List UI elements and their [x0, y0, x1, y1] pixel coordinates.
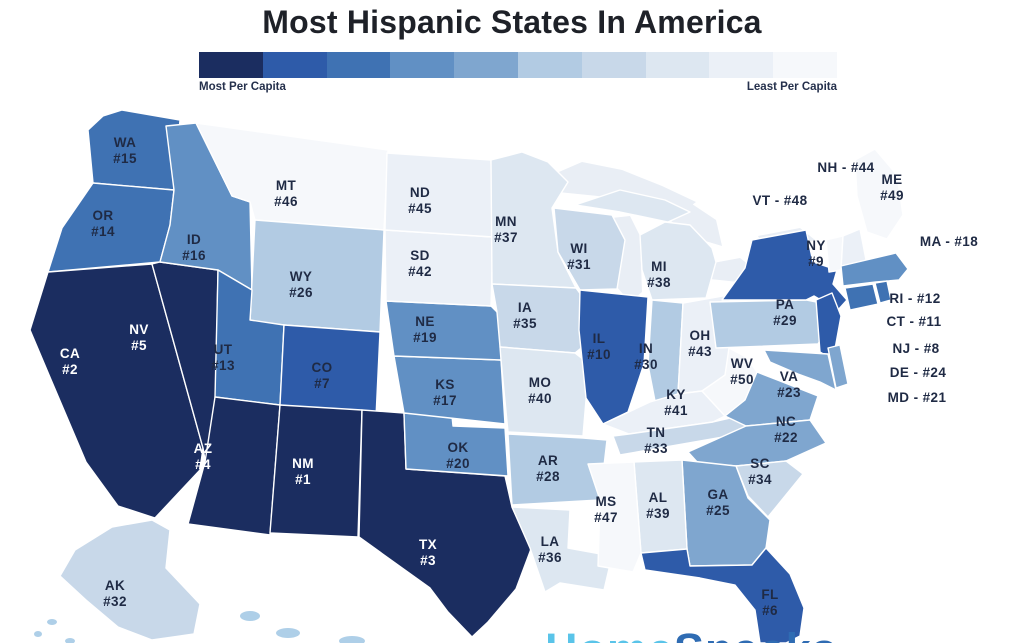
- state-shape-ma: [840, 252, 909, 287]
- legend-swatch: [773, 52, 837, 78]
- state-shape-nm: [269, 404, 363, 538]
- legend-swatch: [581, 52, 646, 78]
- callout-label: NJ - #8: [892, 341, 939, 356]
- callout-label: NH - #44: [817, 160, 874, 175]
- state-label-ky: KY #41: [664, 387, 688, 418]
- state-label-ok: OK #20: [446, 440, 470, 471]
- state-label-tx: TX #3: [419, 537, 437, 568]
- state-label-nd: ND #45: [408, 185, 432, 216]
- state-label-va: VA #23: [777, 369, 801, 400]
- page-title: Most Hispanic States In America: [262, 4, 762, 40]
- state-shape-wi: [553, 207, 626, 291]
- callout-label: MD - #21: [888, 390, 947, 405]
- state-label-la: LA #36: [538, 534, 562, 565]
- state-shape-ri: [874, 280, 892, 304]
- island-shape: [47, 619, 57, 625]
- state-shape-nj: [815, 292, 842, 361]
- legend: Most Per Capita Least Per Capita: [199, 52, 837, 93]
- state-label-ak: AK #32: [103, 578, 127, 609]
- legend-least-label: Least Per Capita: [746, 81, 837, 93]
- state-shape-wy: [249, 219, 385, 333]
- state-shape-ak: [59, 519, 201, 641]
- state-label-ny: NY #9: [806, 238, 826, 269]
- legend-most-label: Most Per Capita: [199, 81, 286, 93]
- state-label-in: IN #30: [634, 341, 658, 372]
- callout-label: MA - #18: [920, 234, 978, 249]
- legend-swatch: [390, 52, 455, 78]
- state-shape-ia: [491, 283, 591, 354]
- state-label-mi: MI #38: [647, 259, 671, 290]
- state-label-mn: MN #37: [494, 214, 518, 245]
- state-shape-mi: [574, 189, 717, 301]
- callout-label: VT - #48: [753, 193, 808, 208]
- state-label-nv: NV #5: [129, 322, 149, 353]
- island-shape: [65, 638, 75, 643]
- state-shape-ne: [385, 300, 504, 361]
- state-shape-nd: [384, 152, 494, 238]
- state-shape-wa: [87, 109, 181, 191]
- state-label-il: IL #10: [587, 331, 611, 362]
- state-label-oh: OH #43: [688, 328, 712, 359]
- state-label-mo: MO #40: [528, 375, 552, 406]
- callout-label: CT - #11: [887, 314, 942, 329]
- state-label-ga: GA #25: [706, 487, 730, 518]
- state-label-wa: WA #15: [113, 135, 137, 166]
- island-shape: [339, 636, 365, 643]
- legend-swatch: [645, 52, 710, 78]
- state-label-wv: WV #50: [730, 356, 754, 387]
- state-label-tn: TN #33: [644, 425, 668, 456]
- state-shape-ny: [721, 229, 848, 311]
- watermark-snacks-text: Snacks: [674, 624, 838, 643]
- state-label-pa: PA #29: [773, 297, 797, 328]
- state-shape-mo: [499, 346, 590, 437]
- legend-swatch: [326, 52, 391, 78]
- island-shape: [34, 631, 42, 637]
- legend-swatch: [199, 52, 263, 78]
- island-shape: [240, 611, 260, 621]
- callout-label: RI - #12: [889, 291, 940, 306]
- legend-swatch: [709, 52, 774, 78]
- state-label-ne: NE #19: [413, 314, 437, 345]
- island-shape: [276, 628, 300, 638]
- state-shape-pa: [709, 299, 827, 349]
- state-shape-ms: [587, 461, 642, 573]
- state-shape-md: [763, 349, 837, 391]
- watermark-home-text: Home: [545, 624, 674, 643]
- legend-swatch: [517, 52, 582, 78]
- state-label-ks: KS #17: [433, 377, 457, 408]
- state-shape-me: [854, 148, 904, 240]
- state-label-ut: UT #13: [211, 342, 235, 373]
- state-label-sd: SD #42: [408, 248, 432, 279]
- state-label-nc: NC #22: [774, 414, 798, 445]
- state-label-me: ME #49: [880, 172, 904, 203]
- state-label-ms: MS #47: [594, 494, 618, 525]
- legend-swatch: [454, 52, 518, 78]
- state-label-ca: CA #2: [60, 346, 80, 377]
- state-shape-fl: [640, 547, 805, 643]
- homesnacks-watermark: HomeSnacks: [545, 624, 838, 643]
- state-shape-de: [827, 344, 849, 389]
- state-label-al: AL #39: [646, 490, 670, 521]
- state-shape-az: [187, 396, 281, 536]
- state-label-sc: SC #34: [748, 456, 772, 487]
- state-label-wi: WI #31: [567, 241, 591, 272]
- legend-gradient-bar: [199, 52, 837, 78]
- state-shape-ct: [844, 283, 879, 311]
- state-shape-la: [511, 506, 613, 593]
- state-shape-sd: [384, 229, 494, 307]
- state-label-fl: FL #6: [761, 587, 778, 618]
- legend-swatch: [262, 52, 327, 78]
- state-label-wy: WY #26: [289, 269, 313, 300]
- state-label-nm: NM #1: [292, 456, 314, 487]
- state-label-id: ID #16: [182, 232, 206, 263]
- state-label-ar: AR #28: [536, 453, 560, 484]
- state-label-mt: MT #46: [274, 178, 298, 209]
- state-label-or: OR #14: [91, 208, 115, 239]
- state-label-az: AZ #4: [194, 441, 213, 472]
- callout-label: DE - #24: [890, 365, 947, 380]
- state-label-co: CO #7: [311, 360, 332, 391]
- state-label-ia: IA #35: [513, 300, 537, 331]
